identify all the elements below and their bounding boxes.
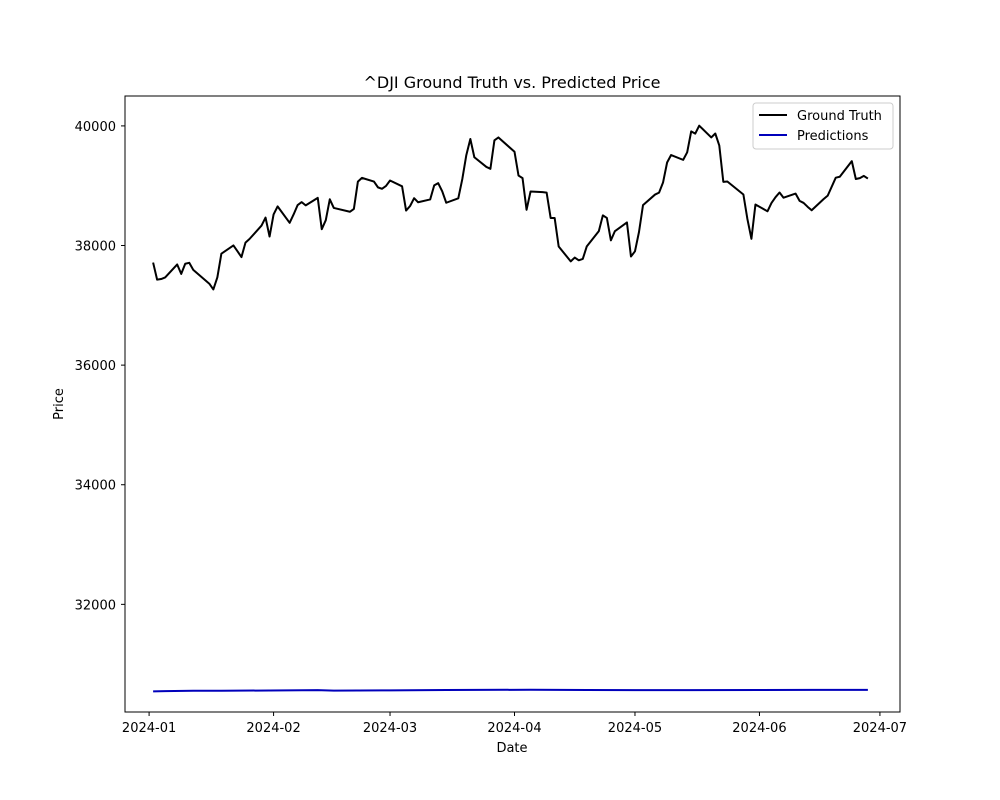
legend-label: Ground Truth [797,109,882,124]
y-axis-label: Price [52,388,67,420]
x-axis: 2024-01 2024-02 2024-03 2024-04 2024-05 2024-… [122,712,907,736]
x-axis-label: Date [496,741,527,756]
x-tick-label: 2024-03 [363,721,417,736]
y-tick-label: 34000 [75,479,116,494]
x-tick-label: 2024-01 [122,721,176,736]
ground-truth-line [152,124,869,291]
y-tick-label: 40000 [75,120,116,135]
y-axis: 32000 34000 36000 38000 40000 [75,120,125,613]
x-tick-label: 2024-04 [487,721,541,736]
x-tick-label: 2024-06 [732,721,786,736]
legend: Ground Truth Predictions [752,102,894,150]
y-tick-label: 32000 [75,598,116,613]
predictions-line [153,688,868,693]
y-tick-label: 38000 [75,240,116,255]
x-tick-label: 2024-02 [246,721,300,736]
y-tick-label: 36000 [75,359,116,374]
chart-title: ^DJI Ground Truth vs. Predicted Price [363,73,660,92]
x-tick-label: 2024-05 [608,721,662,736]
x-tick-label: 2024-07 [853,721,907,736]
legend-box [752,102,894,150]
legend-label: Predictions [797,129,869,144]
plot-area-frame [124,95,901,713]
series-lines [152,124,869,693]
